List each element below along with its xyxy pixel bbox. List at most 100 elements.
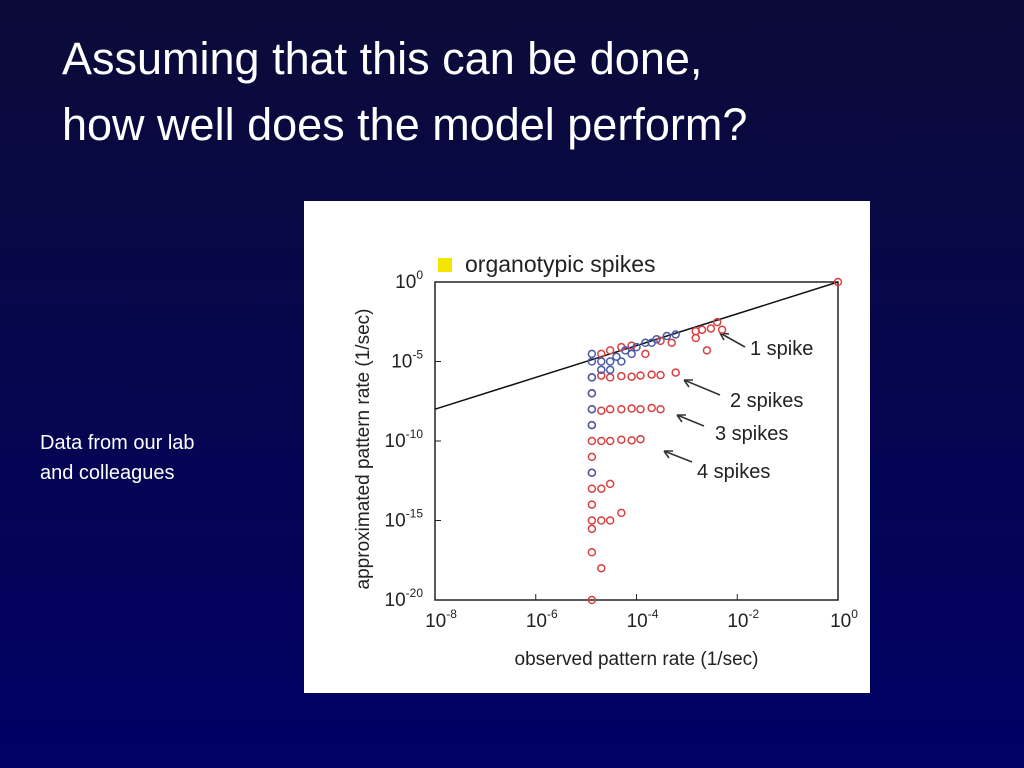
point — [597, 436, 606, 446]
tick-label: 10-2 — [727, 607, 759, 632]
point — [627, 349, 636, 359]
point — [587, 357, 597, 366]
note-line: and colleagues — [40, 462, 175, 484]
point — [697, 325, 707, 334]
chart-panel — [304, 201, 870, 693]
point — [656, 370, 665, 380]
point — [702, 346, 712, 355]
point — [587, 436, 597, 446]
point — [587, 500, 597, 509]
point — [656, 336, 665, 346]
point — [587, 373, 597, 382]
tick-exponent: -20 — [406, 586, 424, 600]
tick-label: 100 — [395, 268, 423, 293]
point — [691, 333, 700, 343]
point — [662, 331, 672, 341]
point — [647, 338, 656, 348]
point — [605, 516, 615, 525]
note-line: Data from our lab — [40, 432, 195, 454]
point — [587, 468, 597, 478]
tick-base: 10 — [385, 511, 406, 532]
tick-label: 10-20 — [385, 586, 424, 611]
annotation: 4 spikes — [697, 461, 770, 483]
tick-base: 10 — [526, 611, 547, 632]
tick-label: 10-4 — [627, 607, 659, 632]
tick-label: 10-10 — [385, 427, 424, 452]
identity-line — [434, 281, 839, 410]
tick-exponent: 0 — [416, 268, 423, 282]
point — [587, 524, 597, 534]
arrow — [676, 414, 705, 427]
tick-base: 10 — [425, 611, 446, 632]
point — [636, 434, 645, 444]
point — [605, 365, 615, 375]
tick-label: 100 — [830, 607, 858, 632]
point — [605, 346, 615, 355]
tick-exponent: 0 — [851, 607, 858, 621]
point — [632, 342, 641, 352]
tick-base: 10 — [627, 611, 648, 632]
annotation: 1 spike — [750, 338, 813, 360]
point — [833, 277, 843, 287]
note: Data from our lab and colleagues — [40, 428, 195, 488]
tick-exponent: -15 — [406, 507, 424, 521]
title-line: Assuming that this can be done, — [62, 33, 703, 84]
point — [636, 404, 645, 414]
point — [597, 516, 606, 525]
tick-base: 10 — [830, 611, 851, 632]
point — [627, 341, 636, 350]
point — [712, 317, 722, 327]
legend-swatch — [438, 258, 452, 272]
tick-exponent: -2 — [748, 607, 759, 621]
point — [656, 404, 665, 414]
point — [617, 357, 626, 366]
point — [627, 404, 636, 413]
point — [587, 389, 597, 398]
point — [597, 371, 606, 380]
point — [597, 484, 606, 493]
point — [717, 325, 727, 334]
tick-label: 10-8 — [425, 607, 457, 632]
point — [587, 595, 597, 605]
point — [597, 357, 606, 366]
point — [587, 484, 597, 493]
tick-base: 10 — [385, 590, 406, 611]
point — [627, 372, 636, 381]
slide-title: Assuming that this can be done, how well… — [62, 26, 747, 158]
point — [621, 346, 630, 355]
point — [587, 516, 597, 525]
point — [671, 330, 680, 339]
point — [641, 349, 650, 359]
point — [617, 404, 626, 414]
point — [636, 371, 645, 380]
annotation: 3 spikes — [715, 423, 788, 445]
point — [597, 406, 606, 415]
point — [605, 479, 615, 489]
point — [587, 404, 597, 414]
tick-exponent: -8 — [446, 607, 457, 621]
point — [587, 452, 597, 462]
tick-exponent: -6 — [547, 607, 558, 621]
point — [667, 338, 676, 348]
tick-label: 10-6 — [526, 607, 558, 632]
point — [647, 370, 656, 379]
tick-label: 10-5 — [391, 348, 423, 373]
arrow — [683, 379, 721, 396]
point — [627, 436, 636, 445]
point — [617, 371, 626, 381]
tick-exponent: -4 — [648, 607, 659, 621]
tick-base: 10 — [395, 272, 416, 293]
point — [605, 357, 615, 366]
annotation: 2 spikes — [730, 390, 803, 412]
point — [617, 435, 626, 444]
legend-label: organotypic spikes — [465, 251, 656, 277]
point — [587, 420, 597, 430]
point — [605, 404, 615, 414]
tick-base: 10 — [391, 352, 412, 373]
point — [597, 365, 606, 375]
point — [647, 403, 656, 413]
point — [617, 508, 626, 518]
arrow — [663, 450, 693, 463]
